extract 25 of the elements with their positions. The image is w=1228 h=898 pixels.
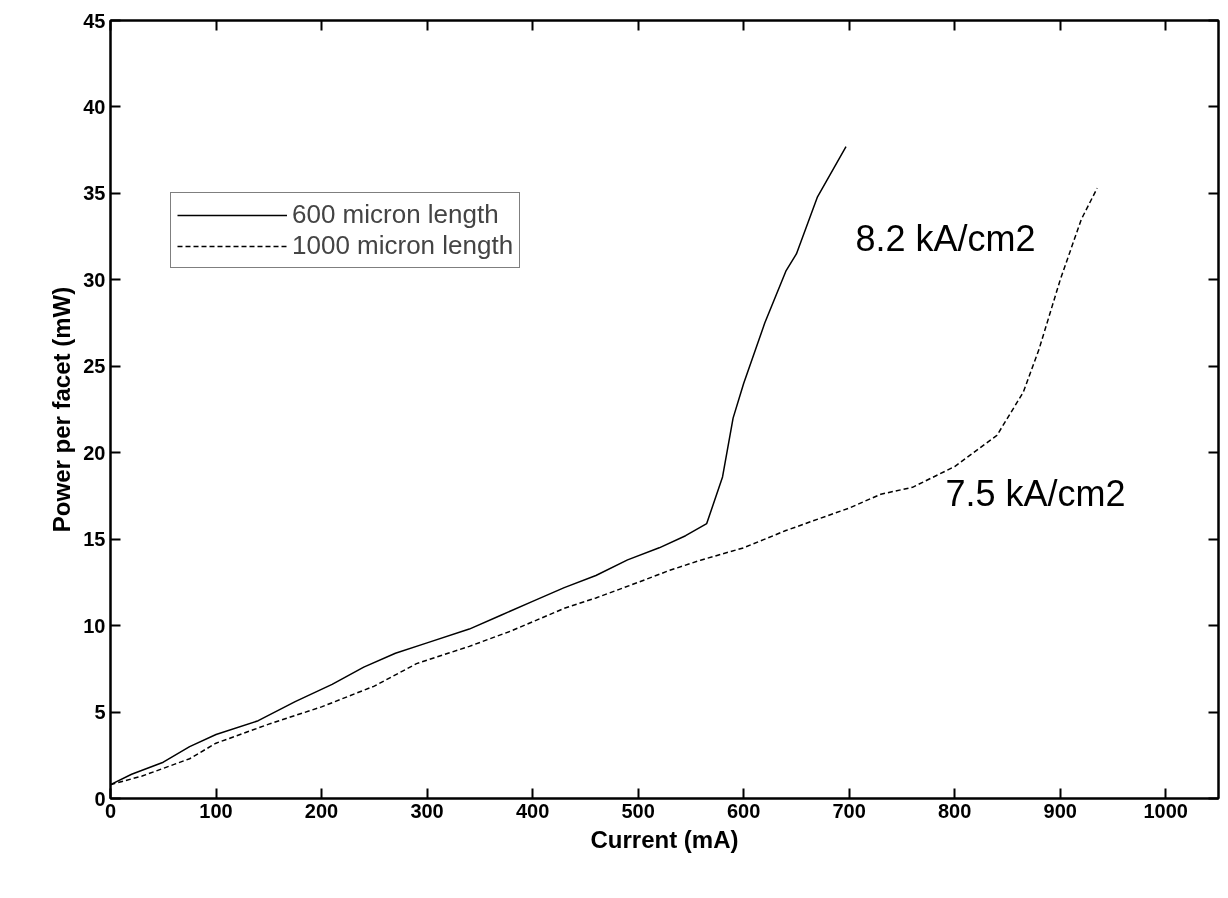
y-tick-label: 35: [83, 182, 106, 205]
x-tick-label: 200: [304, 799, 339, 822]
y-tick-label: 15: [83, 528, 106, 551]
y-tick-label: 10: [83, 614, 106, 637]
x-tick-label: 400: [515, 799, 550, 822]
y-tick-label: 25: [83, 355, 106, 378]
x-tick-label: 1000: [1143, 799, 1188, 822]
x-tick-label: 800: [938, 799, 972, 822]
x-tick-label: 600: [726, 799, 761, 822]
y-tick-label: 30: [83, 268, 106, 291]
x-tick-label: 100: [199, 799, 233, 822]
x-tick-label: 700: [832, 799, 866, 822]
x-tick-label: 300: [410, 799, 444, 822]
y-tick-label: 20: [83, 441, 106, 464]
y-tick-label: 45: [83, 9, 106, 32]
legend-label: 1000 micron length: [292, 230, 514, 261]
legend-label: 600 micron length: [292, 199, 499, 230]
annotation: 8.2 kA/cm2: [855, 218, 1036, 259]
x-axis-title: Current (mA): [590, 825, 739, 853]
annotation: 7.5 kA/cm2: [945, 473, 1126, 514]
y-axis-title: Power per facet (mW): [48, 286, 76, 533]
y-tick-label: 5: [94, 701, 106, 724]
y-tick-label: 40: [83, 95, 106, 118]
x-tick-label: 500: [621, 799, 655, 822]
x-tick-label: 900: [1043, 799, 1077, 822]
